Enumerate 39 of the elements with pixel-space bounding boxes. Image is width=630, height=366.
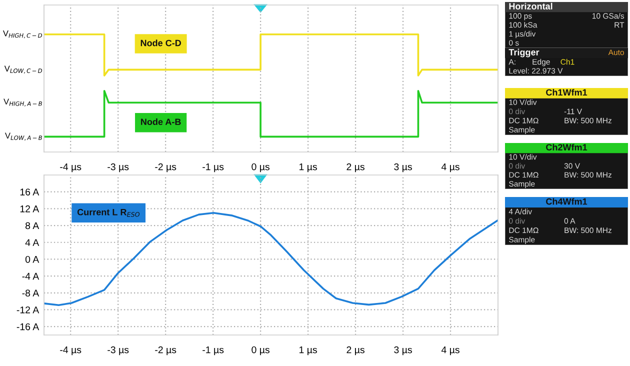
x-tick-label: -1 µs <box>202 163 224 172</box>
text: Horizontal <box>509 2 552 10</box>
text: Trigger <box>508 48 540 58</box>
x-tick-label: 1 µs <box>300 163 317 172</box>
y-tick-label: 16 A <box>20 188 40 196</box>
y-tick-label: 4 A <box>25 239 40 246</box>
x-tick-label: -3 µs <box>108 346 129 356</box>
text: Ch1Wfm1 <box>546 88 588 96</box>
text: Ch4Wfm1 <box>546 198 588 205</box>
x-tick-label: -3 µs <box>108 163 129 172</box>
y-tick-label: 0 A <box>25 256 40 263</box>
text: V$_{LOW,A−B}$ <box>4 132 42 141</box>
text: Node C-D <box>140 40 182 46</box>
text: V$_{HIGH,A−B}$ <box>4 98 42 106</box>
x-tick-label: 4 µs <box>441 346 460 356</box>
y-tick-label: 12 A <box>20 205 40 212</box>
y-tick-label: -4 A <box>22 272 40 280</box>
x-tick-label: 2 µs <box>346 163 364 172</box>
x-tick-label: 4 µs <box>441 163 460 172</box>
y-tick-label: -8 A <box>22 290 40 297</box>
y-tick-label: -12 A <box>16 306 40 314</box>
text: V$_{LOW,C−D}$ <box>4 66 42 74</box>
text: V$_{HIGH,C−D}$ <box>2 30 42 38</box>
x-tick-label: 3 µs <box>394 163 412 172</box>
x-tick-label: -2 µs <box>155 163 176 172</box>
text: Ch2Wfm1 <box>546 144 588 150</box>
x-tick-label: 1 µs <box>300 346 317 356</box>
x-tick-label: 0 µs <box>252 346 270 356</box>
x-tick-label: -4 µs <box>60 163 82 172</box>
y-tick-label: -16 A <box>16 323 40 330</box>
x-tick-label: -2 µs <box>155 346 176 356</box>
x-tick-label: 2 µs <box>346 346 364 356</box>
x-tick-label: -4 µs <box>60 346 82 356</box>
text: Current L R$_{ESO}$ <box>77 208 140 217</box>
x-tick-label: 0 µs <box>252 163 270 172</box>
x-tick-label: 3 µs <box>394 346 412 356</box>
x-tick-label: -1 µs <box>202 346 224 356</box>
series-label: Node A-B <box>141 118 181 126</box>
y-tick-label: 8 A <box>26 222 40 230</box>
